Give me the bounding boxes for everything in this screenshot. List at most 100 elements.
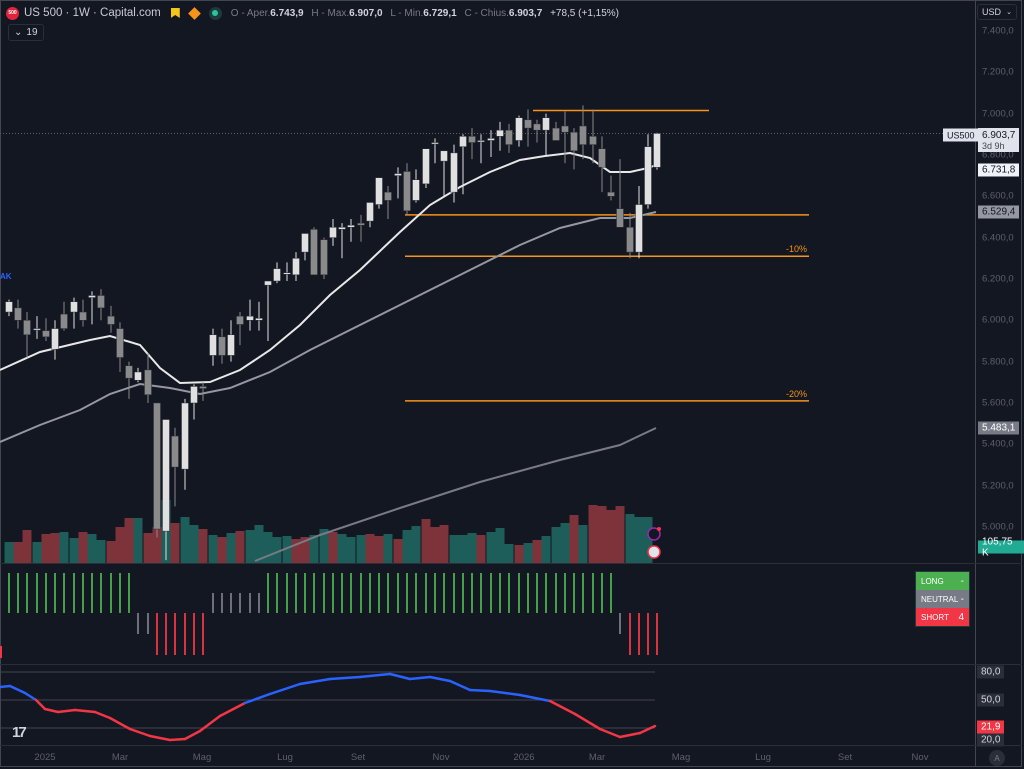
candle-body xyxy=(273,268,281,282)
volume-bar xyxy=(152,527,162,563)
volume-bar xyxy=(180,517,190,563)
volume-bar xyxy=(41,534,51,563)
candle-body xyxy=(635,204,643,253)
candle-body xyxy=(403,171,411,211)
oscillator-line xyxy=(168,737,187,742)
volume-bar xyxy=(254,525,264,563)
oscillator-line xyxy=(148,734,172,742)
candle-body xyxy=(450,152,458,193)
volume-bar xyxy=(578,525,588,563)
oscillator-line xyxy=(23,691,38,702)
volume-bar xyxy=(198,529,208,563)
candle-body xyxy=(487,138,495,141)
auto-scale-button[interactable]: A xyxy=(989,750,1005,766)
volume-bar xyxy=(300,537,310,563)
price-tick: 7.400,0 xyxy=(982,25,1014,37)
ema-fast-label: 6.731,8 xyxy=(978,163,1020,177)
volume-bar xyxy=(328,532,338,563)
volume-bar xyxy=(32,542,42,563)
candle-body xyxy=(301,233,309,253)
currency-label: USD xyxy=(982,7,1002,17)
price-tick: 6.800,0 xyxy=(982,149,1014,161)
candle-body xyxy=(292,258,300,276)
candle-body xyxy=(607,191,615,197)
candle-body xyxy=(338,227,346,230)
time-tick: Mag xyxy=(192,752,212,763)
candle-body xyxy=(42,330,50,338)
oscillator-line xyxy=(298,677,332,686)
ema-slow-label: 6.529,4 xyxy=(978,205,1020,219)
candle-body xyxy=(181,402,189,470)
candle-body xyxy=(116,328,124,358)
candle-body xyxy=(375,177,383,205)
volume-bar xyxy=(439,525,449,563)
oscillator-line xyxy=(8,684,27,695)
volume-bar xyxy=(532,540,542,563)
diamond-icon[interactable] xyxy=(187,6,201,20)
currency-select[interactable]: USD ⌄ xyxy=(977,4,1017,20)
oscillator-line xyxy=(618,731,642,739)
time-tick: 2025 xyxy=(34,752,56,763)
candle-body xyxy=(310,229,318,276)
volume-bar xyxy=(597,506,607,563)
pane-divider-1[interactable] xyxy=(0,563,1022,564)
events-icon-group xyxy=(647,527,661,559)
candle-body xyxy=(431,142,439,145)
candle-body xyxy=(589,136,597,145)
oscillator-line xyxy=(448,679,472,692)
oscillator-line xyxy=(93,710,112,720)
price-tick: 6.000,0 xyxy=(982,314,1014,326)
candle-body xyxy=(264,280,272,286)
volume-bar xyxy=(282,536,292,563)
oscillator-line xyxy=(468,688,492,693)
candle-body xyxy=(468,136,476,143)
oscillator-line xyxy=(518,693,552,703)
low-label: L - Min. xyxy=(390,7,424,19)
candle-body xyxy=(347,224,355,228)
price-tick: 6.200,0 xyxy=(982,273,1014,285)
candle-body xyxy=(5,301,13,313)
volume-bar xyxy=(467,533,477,563)
candle-body xyxy=(542,117,550,131)
level-label: -10% xyxy=(786,244,807,254)
volume-bar xyxy=(643,517,653,563)
flag-icon[interactable] xyxy=(170,8,180,18)
volume-bar xyxy=(383,534,393,563)
oscillator-line xyxy=(408,675,432,681)
pane-divider-2[interactable] xyxy=(0,664,1022,665)
candle-body xyxy=(190,386,198,404)
volume-bar xyxy=(59,532,69,563)
signal-table: LONG - NEUTRAL - SHORT 4 xyxy=(915,571,970,627)
volume-bar xyxy=(625,514,635,563)
candle-body xyxy=(598,148,606,168)
candle-body xyxy=(329,227,337,238)
tradingview-logo-icon[interactable]: 17 xyxy=(12,724,27,741)
change-value: +78,5 (+1,15%) xyxy=(550,7,619,19)
oscillator-tick: 80,0 xyxy=(977,665,1005,679)
candle-body xyxy=(51,328,59,350)
candle-body xyxy=(227,334,235,356)
high-value: 6.907,0 xyxy=(349,7,383,19)
candle-body xyxy=(153,402,161,530)
volume-bar xyxy=(337,534,347,563)
candle-body xyxy=(171,435,179,468)
candle-body xyxy=(209,334,217,356)
ema-fast-line xyxy=(0,151,657,385)
candle-body xyxy=(97,295,105,309)
candle-body xyxy=(552,127,560,141)
indicators-toggle-button[interactable]: ⌄ 19 xyxy=(8,24,44,41)
volume-bar xyxy=(189,525,199,563)
volume-bar xyxy=(374,536,384,563)
us-flag-icon xyxy=(647,545,661,559)
oscillator-line xyxy=(328,675,362,681)
candle-body xyxy=(357,222,365,226)
candle-body xyxy=(626,227,634,253)
symbol-tag: US500 xyxy=(943,128,979,142)
candle-body xyxy=(561,125,569,133)
symbol-title[interactable]: US 500 · 1W · Capital.com xyxy=(24,7,161,19)
oscillator-line xyxy=(638,724,657,735)
volume-bar xyxy=(96,540,106,563)
market-status-icon[interactable] xyxy=(208,6,222,20)
oscillator-line xyxy=(488,689,522,697)
